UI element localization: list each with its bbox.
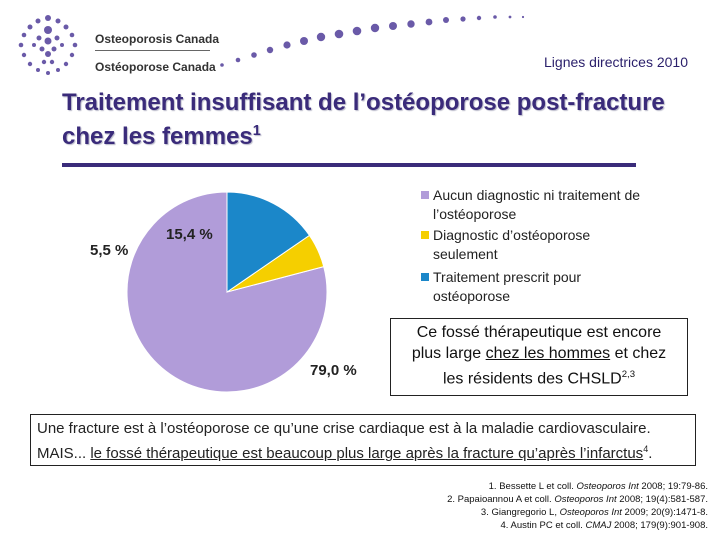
key-message-underlined: le fossé thérapeutique est beaucoup plus… xyxy=(90,445,644,462)
pie-chart: 79,0 % 5,5 % 15,4 % Aucun diagnostic ni tra… xyxy=(90,187,640,393)
callout-underlined: chez les hommes xyxy=(485,345,611,362)
callout-box: Ce fossé thérapeutique est encore plus l… xyxy=(390,318,688,396)
legend-label: Aucun diagnostic ni traitement de xyxy=(433,187,640,203)
callout-line-3: les résidents des CHSLD2,3 xyxy=(442,369,636,388)
legend-label: l’ostéoporose xyxy=(433,206,516,222)
slice-value-label: 5,5 % xyxy=(90,242,128,259)
org-name-en: Osteoporosis Canada xyxy=(95,32,220,46)
legend-swatch xyxy=(421,191,429,199)
legend-label: seulement xyxy=(433,246,498,262)
pie-slice xyxy=(226,191,311,293)
legend-label: ostéoporose xyxy=(433,288,510,304)
callout-line-1: Ce fossé thérapeutique est encore xyxy=(416,324,662,341)
slice-value-label: 79,0 % xyxy=(310,362,357,379)
legend-swatch xyxy=(421,273,429,281)
org-name-fr: Ostéoporose Canada xyxy=(95,60,216,74)
title-footnote: 1 xyxy=(252,123,261,139)
key-message-footnote: 4 xyxy=(643,444,649,454)
key-message-line-1: Une fracture est à l’ostéoporose ce qu’u… xyxy=(37,420,651,437)
slide-title: Traitement insuffisant de l’ostéoporose … xyxy=(62,88,702,151)
legend-label: Traitement prescrit pour xyxy=(433,269,581,285)
legend-swatch xyxy=(421,231,429,239)
brand-divider xyxy=(95,50,210,51)
guideline-label: Lignes directrices 2010 xyxy=(544,54,688,70)
reference-item: 1. Bessette L et coll. Osteoporos Int 20… xyxy=(488,481,708,492)
slice-value-label: 15,4 % xyxy=(166,226,213,243)
title-underline xyxy=(62,163,636,167)
title-text: Traitement insuffisant de l’ostéoporose … xyxy=(62,89,665,150)
decorative-dot-arc xyxy=(220,15,525,67)
reference-item: 2. Papaioannou A et coll. Osteoporos Int… xyxy=(447,494,708,505)
key-message-line-2: MAIS... le fossé thérapeutique est beauc… xyxy=(37,444,653,462)
reference-item: 4. Austin PC et coll. CMAJ 2008; 179(9):… xyxy=(500,520,708,531)
references: 1. Bessette L et coll. Osteoporos Int 20… xyxy=(288,480,708,532)
callout-footnote: 2,3 xyxy=(621,369,636,380)
reference-item: 3. Giangregorio L, Osteoporos Int 2009; … xyxy=(480,507,708,518)
key-message-box: Une fracture est à l’ostéoporose ce qu’u… xyxy=(30,414,696,466)
osteoporosis-canada-logo xyxy=(18,15,78,75)
legend-label: Diagnostic d’ostéoporose xyxy=(433,227,590,243)
callout-line-2: plus large chez les hommes et chez xyxy=(411,345,667,362)
